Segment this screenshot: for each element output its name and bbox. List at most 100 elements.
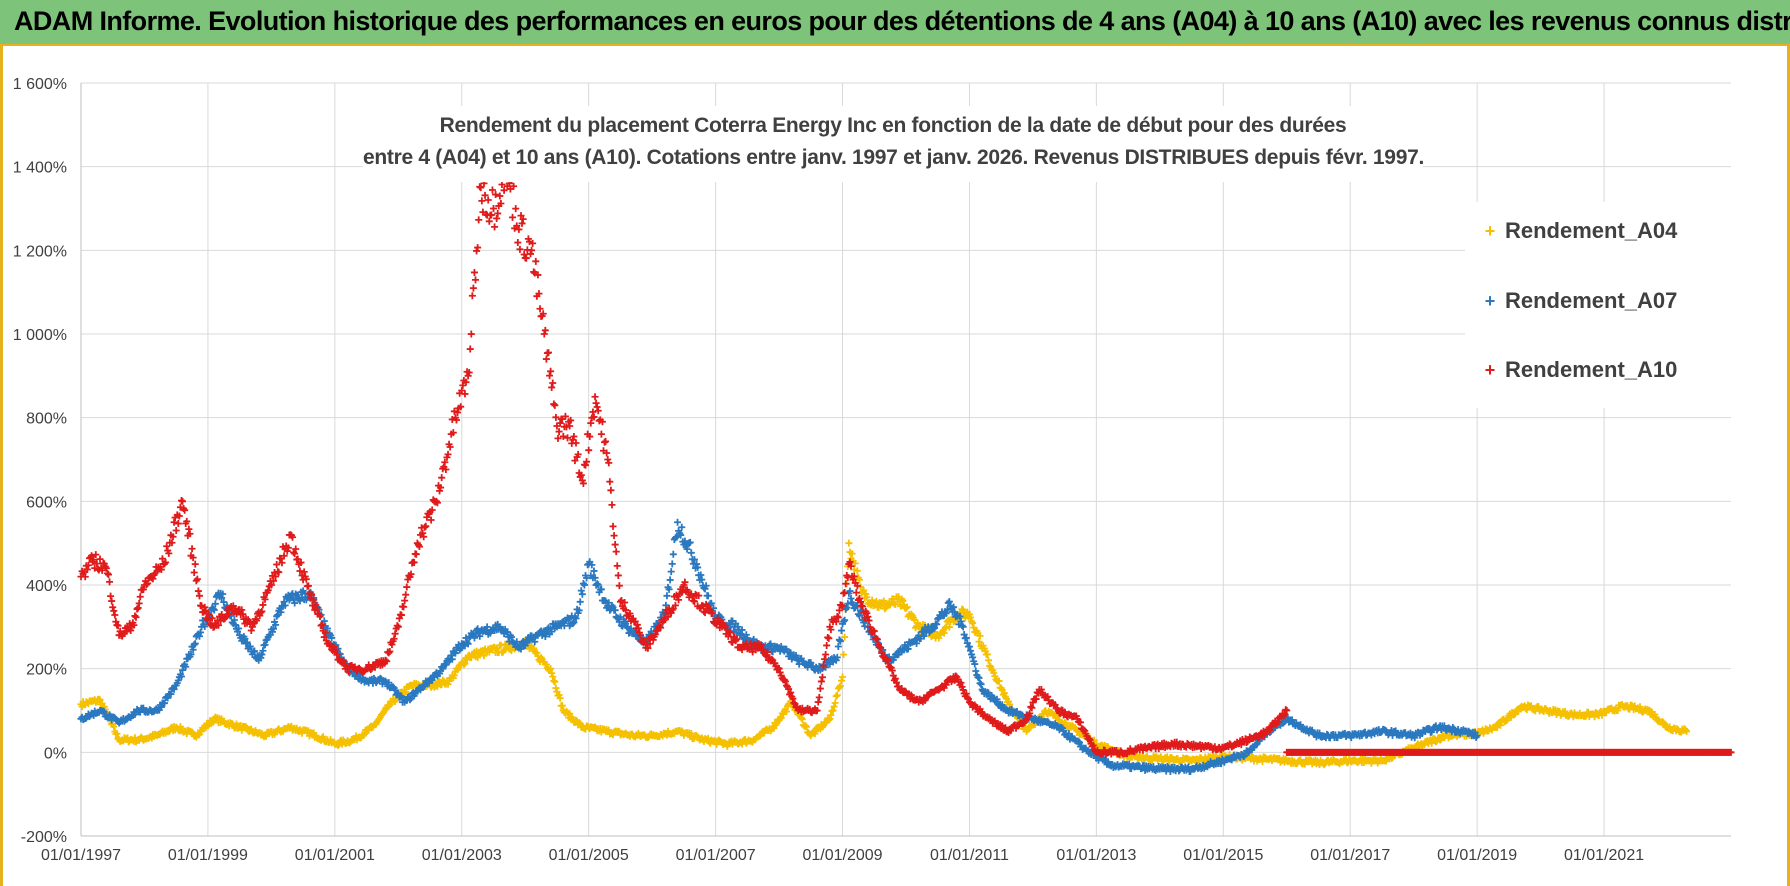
interp-point <box>697 571 705 579</box>
interp-point <box>415 543 423 551</box>
interp-point <box>257 654 265 662</box>
interp-point <box>451 649 459 657</box>
interp-point <box>847 562 855 570</box>
interp-point <box>202 607 210 615</box>
interp-point <box>442 661 450 669</box>
data-point <box>477 184 485 192</box>
interp-point <box>1037 685 1045 693</box>
data-point <box>839 602 847 610</box>
report-title: ADAM Informe. Evolution historique des p… <box>14 6 1790 36</box>
interp-point <box>258 650 266 658</box>
interp-point <box>831 699 839 707</box>
chart-legend: + Rendement_A04 + Rendement_A07 + Rendem… <box>1465 202 1731 408</box>
interp-point <box>821 655 829 663</box>
interp-point <box>726 629 734 637</box>
interp-point <box>690 556 698 564</box>
interp-point <box>829 706 837 714</box>
interp-point <box>88 552 96 560</box>
interp-point <box>637 631 645 639</box>
interp-point <box>514 239 522 247</box>
interp-point <box>848 550 856 558</box>
interp-point <box>246 642 254 650</box>
interp-point <box>564 434 572 442</box>
interp-point <box>738 626 746 634</box>
interp-point <box>134 604 142 612</box>
interp-point <box>542 661 550 669</box>
interp-point <box>536 305 544 313</box>
interp-point <box>940 629 948 637</box>
interp-point <box>843 604 851 612</box>
interp-point <box>551 401 559 409</box>
interp-point <box>98 566 106 574</box>
interp-point <box>555 428 563 436</box>
interp-point <box>131 612 139 620</box>
interp-point <box>385 679 393 687</box>
interp-point <box>297 559 305 567</box>
interp-point <box>554 434 562 442</box>
interp-point <box>962 690 970 698</box>
interp-point <box>531 638 539 646</box>
interp-point <box>292 590 300 598</box>
interp-point <box>436 487 444 495</box>
interp-point <box>320 617 328 625</box>
interp-point <box>81 573 89 581</box>
interp-point <box>1080 726 1088 734</box>
interp-point <box>545 349 552 357</box>
interp-point <box>698 576 706 584</box>
interp-point <box>162 558 170 566</box>
interp-point <box>855 594 863 602</box>
interp-point <box>310 596 318 604</box>
interp-point <box>230 616 238 624</box>
interp-point <box>257 609 265 617</box>
interp-point <box>191 560 199 568</box>
interp-point <box>578 590 586 598</box>
interp-point <box>840 651 848 659</box>
interp-point <box>582 461 590 469</box>
interp-point <box>841 633 849 641</box>
interp-point <box>1496 721 1504 729</box>
interp-point <box>852 589 860 597</box>
interp-point <box>575 606 583 614</box>
y-tick-label: 800% <box>26 411 67 428</box>
interp-point <box>163 542 171 550</box>
interp-point <box>766 641 774 649</box>
interp-point <box>574 450 582 458</box>
interp-point <box>209 605 217 613</box>
interp-point <box>412 550 420 558</box>
interp-point <box>492 191 500 199</box>
x-tick-label: 01/01/1999 <box>168 847 248 864</box>
interp-point <box>250 647 258 655</box>
interp-point <box>622 619 630 627</box>
interp-point <box>555 691 563 699</box>
interp-point <box>669 550 677 558</box>
interp-point <box>541 326 549 334</box>
interp-point <box>302 575 310 583</box>
interp-point <box>386 647 394 655</box>
interp-point <box>491 223 499 231</box>
interp-point <box>708 609 716 617</box>
interp-point <box>942 681 950 689</box>
interp-point <box>548 669 556 677</box>
interp-point <box>1636 703 1644 711</box>
interp-point <box>195 592 203 600</box>
interp-point <box>1432 738 1440 746</box>
interp-point <box>589 408 597 416</box>
interp-point <box>278 559 286 567</box>
interp-point <box>888 667 896 675</box>
interp-point <box>517 212 525 220</box>
interp-point <box>602 437 610 445</box>
interp-point <box>273 561 281 569</box>
data-point <box>572 614 580 622</box>
interp-point <box>239 610 247 618</box>
interp-point <box>767 640 775 648</box>
interp-point <box>513 638 521 646</box>
interp-point <box>174 677 182 685</box>
interp-point <box>610 532 618 540</box>
interp-point <box>945 623 953 631</box>
interp-point <box>768 655 776 663</box>
interp-point <box>205 611 213 619</box>
interp-point <box>1075 738 1083 746</box>
interp-point <box>446 443 454 451</box>
interp-point <box>1449 724 1457 732</box>
interp-point <box>967 647 975 655</box>
